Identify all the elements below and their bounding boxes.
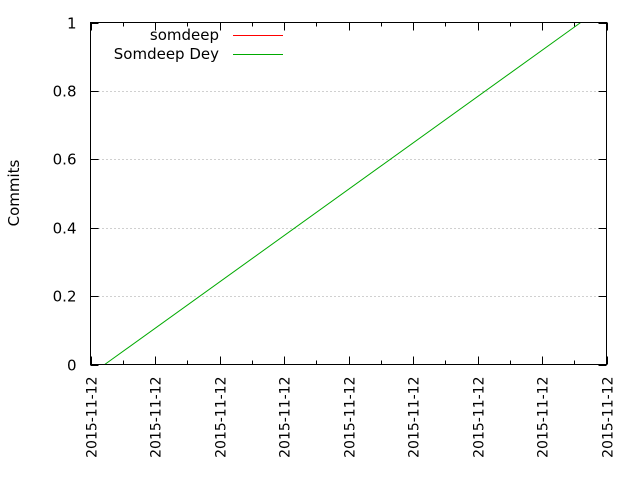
y-tick-labels: 0 0.2 0.4 0.6 0.8 1 [53,15,77,375]
y-tick-label: 0.8 [53,83,77,101]
x-tick-label: 2015-11-12 [472,377,488,458]
y-axis-label: Commits [5,159,23,226]
x-tick-label: 2015-11-12 [601,377,617,458]
y-tick-label: 0.6 [53,151,77,169]
x-tick-label: 2015-11-12 [85,377,101,458]
axis-ticks [90,22,608,366]
x-tick-label: 2015-11-12 [278,377,294,458]
x-tick-label: 2015-11-12 [536,377,552,458]
y-tick-label: 0.2 [53,288,77,306]
series-line-somdeep-dey [104,22,581,365]
legend-label: Somdeep Dey [114,45,219,63]
series-lines [104,22,581,365]
x-tick-label: 2015-11-12 [343,377,359,458]
x-tick-label: 2015-11-12 [407,377,423,458]
x-tick-label: 2015-11-12 [214,377,230,458]
plot-frame [90,22,607,365]
y-grid-lines [90,91,607,297]
x-tick-label: 2015-11-12 [149,377,165,458]
y-tick-label: 1 [67,15,77,33]
legend-label: somdeep [150,26,219,44]
y-tick-label: 0.4 [53,220,77,238]
y-tick-label: 0 [67,357,77,375]
x-tick-labels: 2015-11-12 2015-11-12 2015-11-12 2015-11-12… [85,377,617,458]
